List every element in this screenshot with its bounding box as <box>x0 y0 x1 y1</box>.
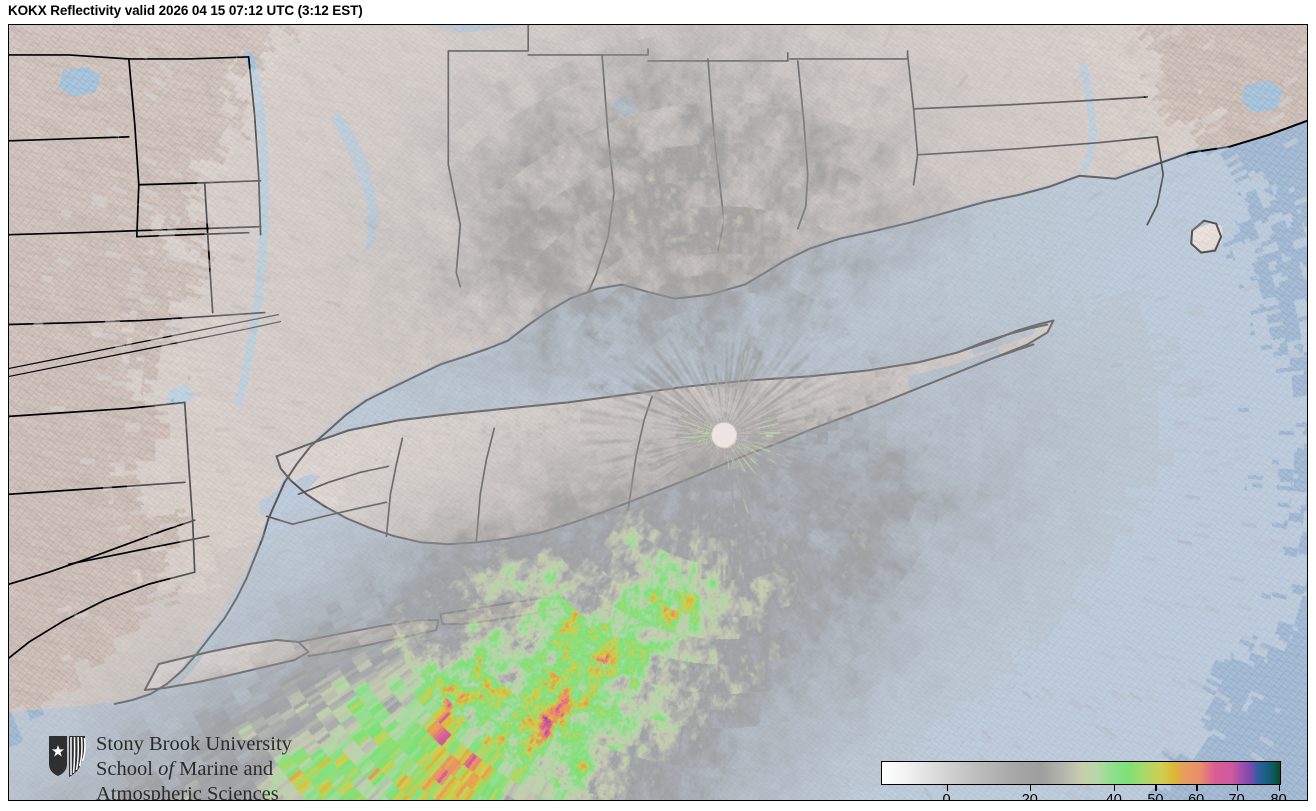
colorbar-tick-label: 40 <box>1105 792 1122 800</box>
colorbar-tick-label: 70 <box>1228 792 1245 800</box>
radar-reflectivity-layer <box>9 25 1307 800</box>
map-frame[interactable]: Stony Brook University School of Marine … <box>8 24 1308 801</box>
colorbar-tick-label: 50 <box>1147 792 1164 800</box>
colorbar-tick-label: 0 <box>942 792 951 800</box>
colorbar-ticks <box>881 785 1281 792</box>
colorbar-tick-label: 60 <box>1188 792 1205 800</box>
map-canvas[interactable]: Stony Brook University School of Marine … <box>9 25 1307 800</box>
page-title: KOKX Reflectivity valid 2026 04 15 07:12… <box>8 3 363 18</box>
colorbar-tick <box>1113 785 1116 791</box>
colorbar-bar <box>881 761 1281 785</box>
colorbar-tick-label: 20 <box>1021 792 1038 800</box>
colorbar-tick-label: 80 <box>1270 792 1287 800</box>
colorbar: 0 20 40 50 60 70 80 <box>881 761 1287 800</box>
colorbar-tick <box>1155 785 1157 791</box>
colorbar-tick <box>1196 785 1198 791</box>
colorbar-labels: 0 20 40 50 60 70 80 <box>881 792 1287 800</box>
colorbar-tick <box>1278 785 1280 791</box>
colorbar-tick <box>946 785 948 791</box>
colorbar-tick <box>1236 785 1238 791</box>
colorbar-gradient <box>882 762 1280 784</box>
colorbar-tick <box>1029 785 1032 791</box>
